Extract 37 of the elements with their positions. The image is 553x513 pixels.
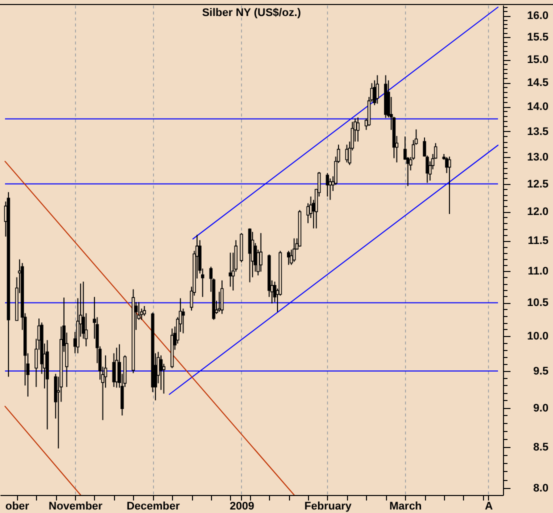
candlestick <box>259 232 262 272</box>
candlestick <box>292 238 296 262</box>
x-tick-label: A <box>484 500 493 512</box>
candlestick <box>220 280 224 314</box>
y-tick-label: 15.0 <box>527 54 548 66</box>
candlestick <box>448 156 452 214</box>
y-tick-label: 10.5 <box>527 297 548 310</box>
x-tick-label: ober <box>5 500 30 512</box>
y-tick-label: 9.5 <box>533 365 548 378</box>
x-tick-label: November <box>48 500 104 512</box>
candlestick <box>376 74 379 104</box>
candlestick <box>345 144 348 163</box>
y-tick-label: 8.0 <box>533 482 548 495</box>
y-tick-label: 14.5 <box>527 77 548 90</box>
y-tick-label: 13.0 <box>527 152 548 164</box>
x-tick-label: 2009 <box>230 500 254 512</box>
y-tick-label: 8.5 <box>533 441 548 454</box>
y-tick-label: 12.5 <box>527 178 548 190</box>
y-tick-label: 13.5 <box>527 126 548 138</box>
candlestick <box>286 250 290 266</box>
x-tick-label: December <box>126 500 181 512</box>
candlestick <box>115 347 118 388</box>
candlestick <box>142 306 146 316</box>
x-tick-label: March <box>389 500 422 512</box>
candlestick <box>159 354 163 390</box>
y-tick-label: 15.5 <box>527 32 548 44</box>
y-tick-label: 9.0 <box>533 402 548 414</box>
y-tick-label: 16.0 <box>527 10 548 22</box>
chart-title: Silber NY (US$/oz.) <box>202 7 302 20</box>
y-tick-label: 12.0 <box>527 206 548 218</box>
y-tick-label: 11.5 <box>528 235 548 248</box>
x-tick-label: February <box>304 500 352 512</box>
y-tick-label: 11.0 <box>528 266 548 278</box>
candlestick <box>356 116 360 142</box>
candlestick <box>162 363 166 394</box>
y-tick-label: 10.0 <box>527 330 548 343</box>
y-tick-label: 14.0 <box>527 101 548 114</box>
